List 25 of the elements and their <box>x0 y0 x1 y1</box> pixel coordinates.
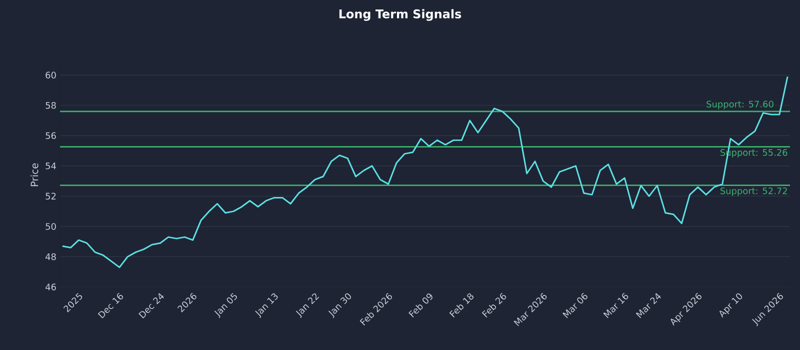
x-tick-label: Jan 13 <box>255 293 278 318</box>
x-tick-label: Mar 06 <box>562 292 588 318</box>
x-tick-label: Jan 22 <box>296 293 320 318</box>
chart-title: Long Term Signals <box>339 9 462 21</box>
y-tick-label: 48 <box>46 253 56 260</box>
x-tick-label: Mar 16 <box>603 292 628 318</box>
y-axis-title: Price <box>30 163 38 186</box>
ref-line-label: Support: 57.60 <box>706 100 774 110</box>
x-tick-label: Feb 09 <box>408 294 432 318</box>
x-tick-label: Feb 18 <box>449 293 474 318</box>
y-tick-label: 54 <box>46 162 56 170</box>
y-tick-label: 52 <box>46 192 56 200</box>
y-tick-label: 50 <box>46 223 56 230</box>
ref-line-label: Support: 52.72 <box>720 187 787 196</box>
x-tick-label: Apr 10 <box>720 293 742 318</box>
y-tick-label: 56 <box>46 132 56 140</box>
y-tick-label: 46 <box>46 284 56 290</box>
y-tick-label: 58 <box>46 102 56 109</box>
y-tick-label: 60 <box>46 72 56 78</box>
x-tick-label: Mar 24 <box>636 293 661 318</box>
x-tick-label: Dec 16 <box>98 292 124 318</box>
x-tick-label: Jan 30 <box>328 293 351 318</box>
x-tick-label: Dec 24 <box>138 293 164 318</box>
x-tick-label: Jan 05 <box>214 292 237 318</box>
x-tick-label: Feb 26 <box>482 292 506 318</box>
